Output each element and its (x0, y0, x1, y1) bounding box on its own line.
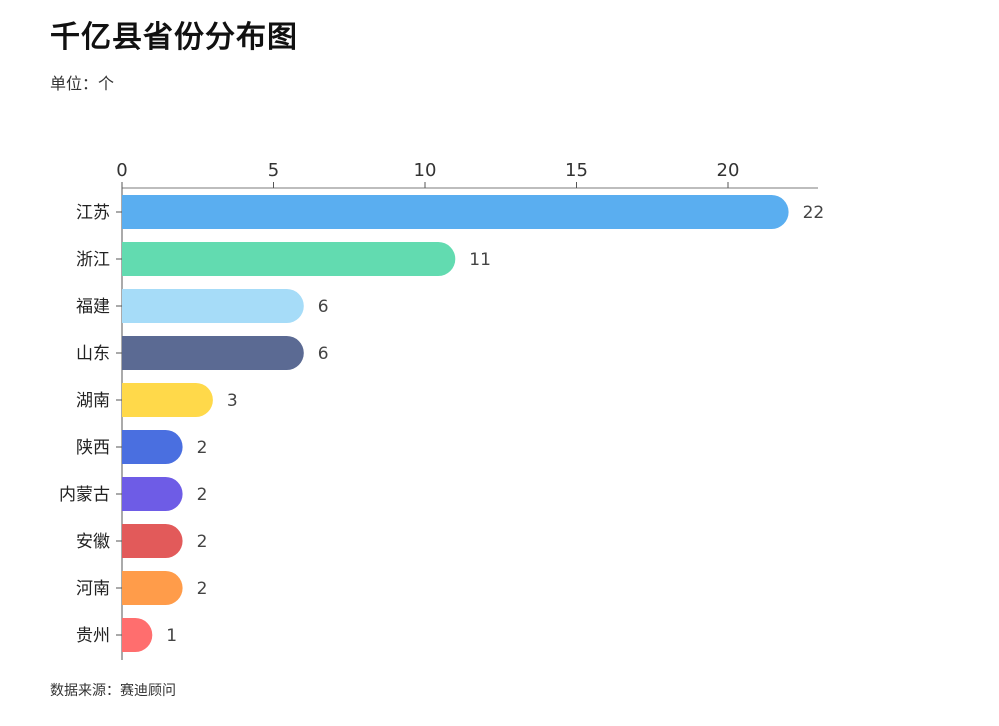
category-label: 湖南 (76, 391, 110, 411)
unit-label: 单位：个 (50, 74, 115, 93)
bar (122, 242, 456, 276)
category-label: 浙江 (76, 250, 110, 270)
x-tick-label: 20 (717, 160, 740, 181)
value-label: 6 (318, 297, 329, 317)
category-label: 江苏 (76, 203, 110, 223)
data-source-note: 数据来源：赛迪顾问 (50, 683, 176, 699)
value-label: 2 (197, 532, 208, 552)
value-label: 11 (469, 250, 491, 270)
bar (122, 571, 183, 605)
value-label: 3 (227, 391, 238, 411)
value-label: 22 (803, 203, 825, 223)
bar (122, 618, 153, 652)
bar (122, 524, 183, 558)
category-label: 陕西 (76, 438, 110, 458)
category-label: 福建 (76, 297, 110, 317)
bar (122, 477, 183, 511)
category-label: 山东 (76, 344, 110, 364)
value-label: 2 (197, 579, 208, 599)
x-tick-label: 0 (116, 160, 127, 181)
value-label: 2 (197, 485, 208, 505)
bar (122, 430, 183, 464)
x-tick-label: 15 (565, 160, 588, 181)
bar (122, 336, 304, 370)
chart-title: 千亿县省份分布图 (50, 20, 298, 55)
bar (122, 383, 213, 417)
x-tick-label: 10 (414, 160, 437, 181)
x-tick-label: 5 (268, 160, 279, 181)
value-label: 1 (166, 626, 177, 646)
category-label: 贵州 (76, 626, 110, 646)
category-label: 安徽 (76, 532, 110, 552)
value-label: 2 (197, 438, 208, 458)
value-label: 6 (318, 344, 329, 364)
bar (122, 195, 789, 229)
bar (122, 289, 304, 323)
category-label: 河南 (76, 579, 110, 599)
category-label: 内蒙古 (59, 485, 110, 505)
